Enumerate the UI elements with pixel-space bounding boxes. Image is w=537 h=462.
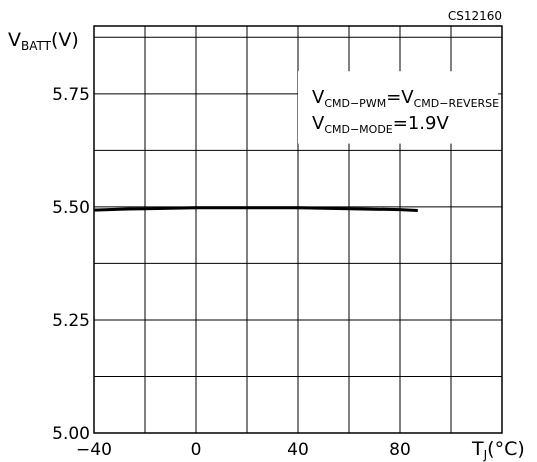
y-tick-label: 5.50 — [52, 198, 90, 218]
series-line — [93, 206, 418, 212]
annotation-background — [298, 71, 498, 144]
x-tick-label: 40 — [287, 440, 309, 460]
annotation-subscript: CMD−MODE — [324, 123, 392, 136]
x-tick-label: 0 — [191, 440, 202, 460]
annotation-text: =V — [386, 87, 414, 108]
y-axis-title-main: V — [8, 29, 21, 51]
series-group — [93, 206, 418, 212]
x-tick-label: −40 — [76, 440, 112, 460]
x-axis-title-main: T — [471, 438, 484, 460]
annotation-line: VCMD−PWM=VCMD−REVERSE — [312, 87, 499, 110]
x-tick-label: 80 — [389, 440, 411, 460]
annotation-text: V — [312, 113, 325, 134]
y-axis-title: VBATT(V) — [8, 29, 79, 53]
x-tick-labels: −40 0 40 80 — [76, 440, 411, 460]
annotation-line: VCMD−MODE=1.9V — [312, 113, 449, 136]
y-tick-label: 5.00 — [52, 424, 90, 444]
y-axis-title-unit: (V) — [51, 29, 79, 51]
reference-id: CS12160 — [448, 9, 502, 23]
annotation-subscript: CMD−REVERSE — [414, 97, 500, 110]
annotation-text: V — [312, 87, 325, 108]
y-tick-label: 5.75 — [52, 85, 90, 105]
plot-frame — [93, 25, 503, 434]
y-tick-labels: 5.00 5.25 5.50 5.75 — [52, 85, 90, 444]
annotation-subscript: CMD−PWM — [324, 97, 386, 110]
annotation-text: =1.9V — [393, 113, 450, 134]
x-axis-title: TJ(°C) — [471, 438, 525, 462]
x-axis-title-sub: J — [483, 448, 488, 462]
y-axis-title-sub: BATT — [21, 39, 52, 53]
y-tick-label: 5.25 — [52, 311, 90, 331]
x-axis-title-unit: (°C) — [487, 438, 525, 460]
